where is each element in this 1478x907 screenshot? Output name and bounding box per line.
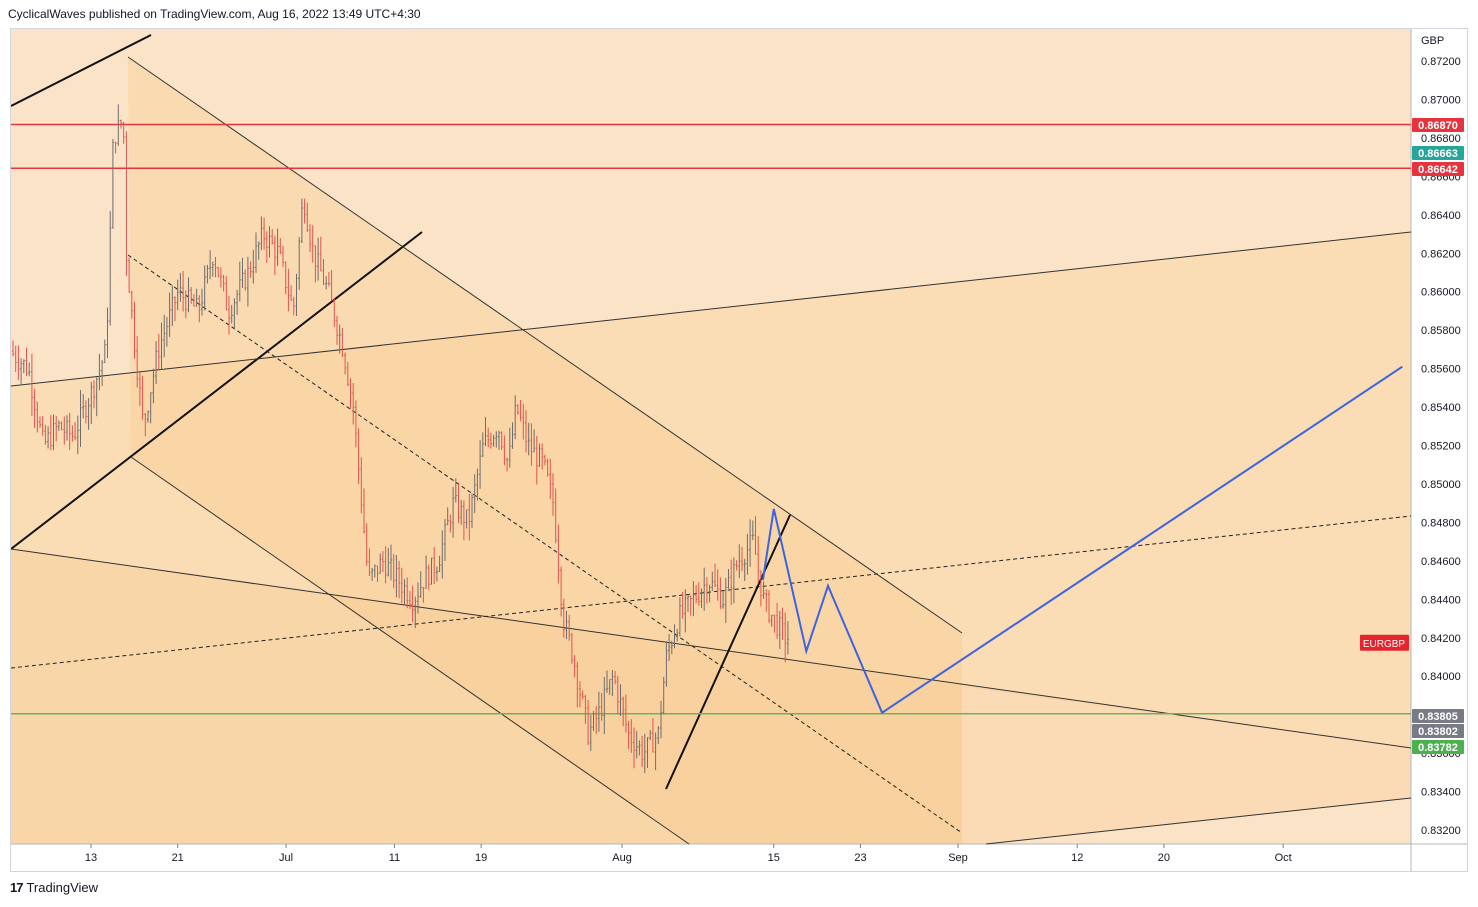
price-tag-box [1412,146,1464,160]
trendlines [11,34,1412,845]
horizontal-levels [11,123,1411,715]
descending-channel-fill [128,57,962,844]
time-tick-label: 15 [768,852,780,864]
price-tick-label: 0.85800 [1421,325,1461,337]
price-tick-label: 0.84600 [1421,556,1461,568]
wedge-upper-line [11,231,1412,387]
tradingview-footer[interactable]: 17 TradingView [10,880,98,895]
wedge-lower-line [11,548,1412,749]
price-tag-label: 0.83805 [1418,711,1458,723]
price-tag-box [1412,709,1464,723]
time-tick-label: Sep [948,852,968,864]
time-tick-label: 23 [854,852,866,864]
price-tick-label: 0.83400 [1421,787,1461,799]
time-tick-label: 21 [172,852,184,864]
publish-header: CyclicalWaves published on TradingView.c… [8,7,421,21]
price-tag-label: 0.83782 [1418,742,1458,754]
price-axis[interactable]: 0.872000.870000.868000.866000.864000.862… [1421,56,1461,837]
bottom-rising-line [985,797,1412,845]
time-tick-label: Oct [1275,852,1292,864]
long-dashed-line [11,515,1412,669]
price-tag-label: 0.86663 [1418,148,1458,160]
price-tick-label: 0.85000 [1421,479,1461,491]
price-chart[interactable]: 0.872000.870000.868000.866000.864000.862… [11,29,1467,871]
currency-label: GBP [1421,35,1444,47]
channel-mid-dashed [127,254,963,834]
wedge-fill [11,232,1411,844]
candles [12,104,789,774]
price-tag-box [1412,162,1464,176]
price-tick-label: 0.84800 [1421,517,1461,529]
time-tick-label: 19 [475,852,487,864]
channel-upper-line [127,56,963,634]
tradingview-brand: TradingView [26,880,99,895]
channel-lower-line [130,456,690,845]
price-tick-label: 0.84400 [1421,594,1461,606]
wedge-lower-fill [11,549,1411,844]
time-tick-label: 13 [85,852,97,864]
time-tick-label: Jul [279,852,293,864]
price-tick-label: 0.85600 [1421,364,1461,376]
tradingview-logo-icon: 17 [10,880,24,895]
price-tag-box [1412,740,1464,754]
projection-path [761,365,1403,715]
price-tick-label: 0.84200 [1421,633,1461,645]
top-black-trendline [11,34,152,107]
price-tick-label: 0.83200 [1421,825,1461,837]
chart-frame[interactable]: 0.87200 0.87000 0.86800 0.86600 0.86400 0.862… [10,28,1468,872]
time-tick-label: 11 [389,852,400,864]
time-tick-label: Aug [612,852,632,864]
price-tick-label: 0.85400 [1421,402,1461,414]
price-tag-label: 0.86642 [1418,164,1458,176]
time-tick-label: 12 [1071,852,1083,864]
price-tick-label: 0.86400 [1421,210,1461,222]
rising-support-line [11,231,423,550]
price-tick-label: 0.86200 [1421,248,1461,260]
time-tick-label: 20 [1158,852,1170,864]
steep-black-trendline [665,514,791,790]
plot-background [11,29,1411,844]
price-tag-label: 0.86870 [1418,120,1458,132]
price-tag-label: 0.83802 [1418,726,1458,738]
price-tick-label: 0.85200 [1421,441,1461,453]
symbol-tag: EURGBP [1360,634,1409,651]
symbol-tag-box [1360,634,1409,651]
price-tick-label: 0.87200 [1421,56,1461,68]
symbol-tag-label: EURGBP [1363,639,1406,650]
price-tick-label: 0.84000 [1421,671,1461,683]
price-tick-label: 0.86800 [1421,133,1461,145]
time-axis[interactable]: 13 21 Jul 11 19 Aug 15 23 Sep 12 20 Oct [85,844,1292,864]
price-tag-box [1412,118,1464,132]
price-tick-label: 0.86000 [1421,287,1461,299]
price-tags: 0.86870 0.86663 0.86642 0.83805 0.83802 0.837… [1412,118,1464,754]
price-tick-label: 0.87000 [1421,94,1461,106]
price-tag-box [1412,724,1464,738]
